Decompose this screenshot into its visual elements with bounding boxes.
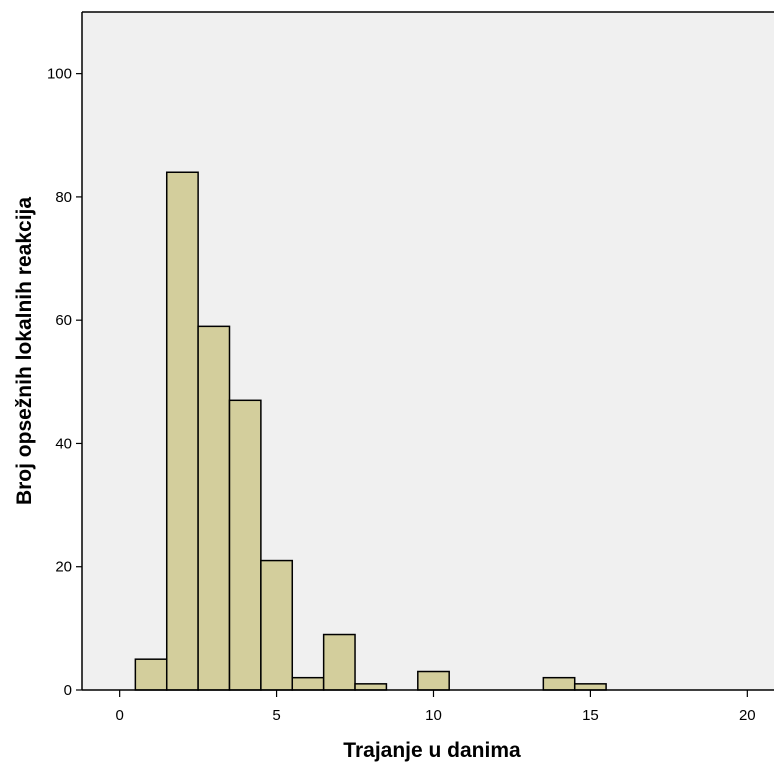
x-axis-title: Trajanje u danima bbox=[343, 739, 521, 762]
histogram-bar-2 bbox=[165, 171, 199, 691]
histogram-bar-7 bbox=[322, 633, 356, 691]
histogram-bar-5 bbox=[260, 559, 294, 691]
histogram-bar-3 bbox=[197, 325, 231, 691]
histogram-bar-6 bbox=[291, 676, 325, 691]
y-tick-label-100: 100 bbox=[47, 66, 72, 83]
bars-group bbox=[134, 171, 607, 691]
x-tick-label-5: 5 bbox=[272, 707, 280, 724]
x-tick-label-15: 15 bbox=[582, 707, 599, 724]
histogram-bar-1 bbox=[134, 658, 168, 691]
x-tick-label-0: 0 bbox=[115, 707, 123, 724]
y-axis-title: Broj opsežnih lokalnih reakcija bbox=[13, 197, 36, 505]
histogram-bar-4 bbox=[228, 399, 262, 691]
y-tick-label-40: 40 bbox=[55, 435, 72, 452]
x-axis: 0 5 10 15 20 bbox=[82, 689, 774, 724]
x-tick-label-10: 10 bbox=[425, 707, 442, 724]
y-tick-label-0: 0 bbox=[64, 682, 72, 699]
y-axis: 0 20 40 60 80 100 bbox=[47, 11, 774, 699]
y-tick-label-20: 20 bbox=[55, 559, 72, 576]
histogram-bar-10 bbox=[417, 670, 450, 691]
y-tick-label-60: 60 bbox=[55, 312, 72, 329]
histogram-bar-8 bbox=[354, 683, 388, 691]
x-tick-label-20: 20 bbox=[739, 707, 756, 724]
y-tick-label-80: 80 bbox=[55, 189, 72, 206]
histogram-bar-14 bbox=[542, 676, 576, 691]
histogram-bar-15 bbox=[573, 683, 607, 691]
